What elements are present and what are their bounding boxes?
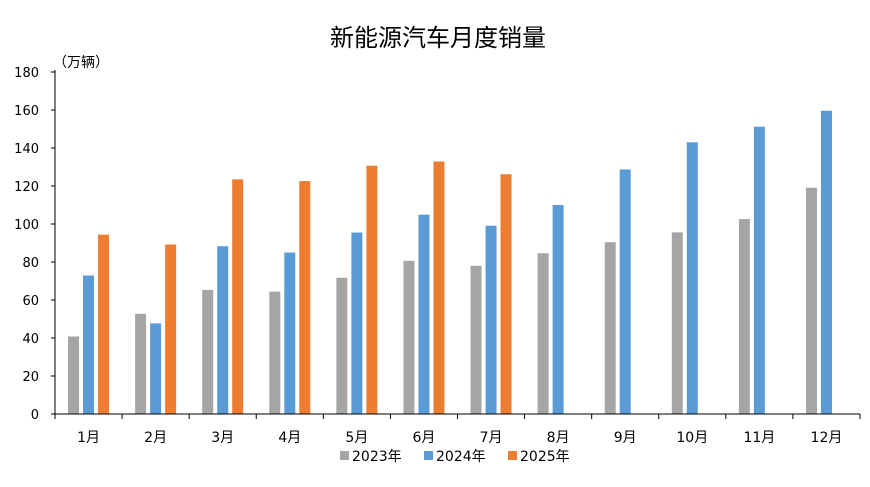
series-2025年 xyxy=(98,161,512,414)
legend-swatch xyxy=(340,451,349,460)
bar xyxy=(537,253,549,414)
bar xyxy=(366,165,378,414)
legend-swatch xyxy=(424,451,433,460)
x-tick-label: 4月 xyxy=(278,430,301,446)
bar xyxy=(150,323,162,414)
bar xyxy=(299,181,311,414)
y-axis: 0 20 40 60 80 100 120 140 160 180 xyxy=(14,66,56,423)
legend-label: 2023年 xyxy=(352,449,402,465)
bar xyxy=(98,234,110,414)
bar xyxy=(165,244,177,414)
y-tick-label: 0 xyxy=(31,408,39,423)
bar xyxy=(269,291,281,414)
legend-label: 2024年 xyxy=(436,449,486,465)
bar xyxy=(552,205,564,414)
x-tick-label: 7月 xyxy=(480,430,503,446)
legend-label: 2025年 xyxy=(520,449,570,465)
bar xyxy=(671,232,683,414)
y-unit-label: （万辆） xyxy=(53,55,109,71)
x-axis: 1月 2月 3月 4月 5月 6月 7月 8月 9月 10月 11月 12月 xyxy=(54,413,861,446)
chart-title: 新能源汽车月度销量 xyxy=(330,24,546,52)
bar xyxy=(805,187,817,414)
bar xyxy=(820,110,832,414)
x-tick-label: 5月 xyxy=(345,430,368,446)
bar xyxy=(738,219,750,414)
bar xyxy=(485,225,497,414)
bar-series-group xyxy=(68,110,832,415)
x-tick-label: 6月 xyxy=(412,430,435,446)
y-tick-label: 180 xyxy=(14,66,39,81)
y-tick-label: 160 xyxy=(14,104,39,119)
x-tick-label: 1月 xyxy=(77,430,100,446)
bar xyxy=(83,275,95,414)
y-tick-label: 60 xyxy=(22,294,39,309)
x-tick-label: 9月 xyxy=(614,430,637,446)
bar xyxy=(68,336,80,414)
bar xyxy=(336,277,348,414)
bar xyxy=(619,169,631,414)
x-tick-label: 3月 xyxy=(211,430,234,446)
bar xyxy=(135,313,147,414)
bar xyxy=(753,126,765,414)
x-tick-label: 10月 xyxy=(676,430,708,446)
x-tick-label: 11月 xyxy=(743,430,775,446)
bar xyxy=(232,179,244,414)
y-tick-label: 140 xyxy=(14,142,39,157)
bar xyxy=(500,174,512,414)
y-tick-label: 20 xyxy=(22,370,39,385)
legend: 2023年 2024年 2025年 xyxy=(340,449,570,465)
bar xyxy=(604,242,616,414)
bar xyxy=(403,260,415,414)
y-tick-label: 120 xyxy=(14,180,39,195)
series-2024年 xyxy=(83,110,832,415)
x-tick-label: 8月 xyxy=(547,430,570,446)
legend-swatch xyxy=(508,451,517,460)
bar xyxy=(418,214,430,414)
bar xyxy=(433,161,445,414)
y-tick-label: 100 xyxy=(14,218,39,233)
bar xyxy=(686,142,698,415)
bar xyxy=(284,252,296,414)
bar xyxy=(202,289,214,414)
y-tick-label: 40 xyxy=(22,332,39,347)
bar xyxy=(217,246,229,414)
bar xyxy=(351,232,363,414)
bar xyxy=(470,265,482,414)
series-2023年 xyxy=(68,187,817,414)
x-tick-label: 12月 xyxy=(811,430,843,446)
y-tick-label: 80 xyxy=(22,256,39,271)
x-tick-label: 2月 xyxy=(144,430,167,446)
